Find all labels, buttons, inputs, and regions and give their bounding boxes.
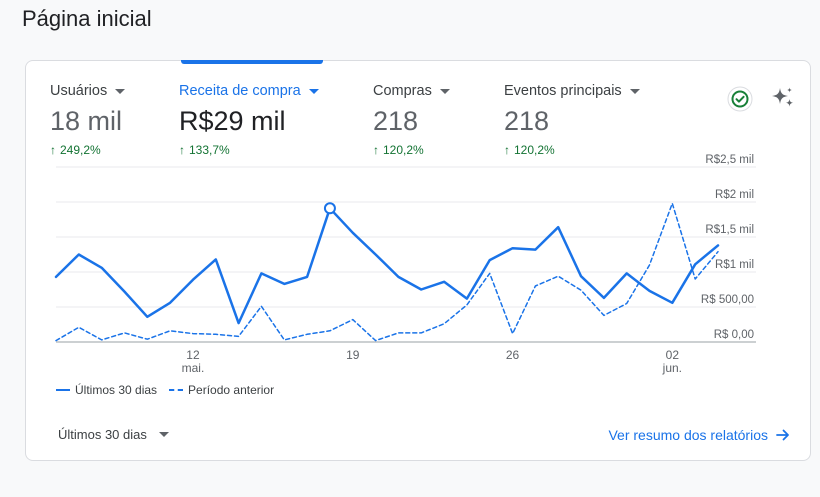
metric-label-text: Eventos principais — [504, 83, 622, 99]
x-tick-label: 12 — [186, 348, 200, 362]
metric-label-text: Receita de compra — [179, 83, 301, 99]
caret-down-icon — [115, 88, 126, 94]
metric-value: 18 mil — [50, 106, 123, 136]
y-tick-label: R$2 mil — [715, 189, 754, 201]
metric-tab-compras[interactable]: Compras 218 ↑ 120,2% — [373, 83, 450, 157]
metric-value: R$29 mil — [179, 106, 286, 136]
metric-tab-eventos[interactable]: Eventos principais 218 ↑ 120,2% — [504, 83, 640, 157]
legend-swatch-dashed — [169, 389, 184, 391]
page-title: Página inicial — [22, 6, 152, 31]
highlight-point — [323, 202, 336, 215]
y-tick-label: R$1,5 mil — [705, 224, 754, 236]
x-tick-label: 19 — [346, 348, 360, 362]
metric-change-text: 133,7% — [189, 143, 230, 157]
metric-label: Receita de compra — [179, 83, 319, 99]
period-dropdown[interactable]: Últimos 30 dias — [58, 427, 169, 442]
chart-legend: Últimos 30 dias Período anterior — [56, 383, 280, 397]
metric-change: ↑ 133,7% — [179, 143, 319, 157]
legend-item-current: Últimos 30 dias — [56, 383, 157, 397]
summary-card: Usuários 18 mil ↑ 249,2% Receita de comp… — [25, 60, 811, 461]
caret-down-icon — [158, 432, 169, 437]
metric-change-text: 120,2% — [383, 143, 424, 157]
x-tick-label: 26 — [506, 348, 520, 362]
period-dropdown-label: Últimos 30 dias — [58, 427, 147, 442]
metric-label: Eventos principais — [504, 83, 640, 99]
legend-label: Últimos 30 dias — [75, 383, 158, 397]
arrow-right-icon — [776, 429, 789, 441]
arrow-up-icon: ↑ — [373, 143, 379, 157]
metric-change-text: 120,2% — [514, 143, 555, 157]
y-tick-label: R$ 500,00 — [701, 294, 754, 306]
legend-item-previous: Período anterior — [169, 383, 274, 397]
metric-label: Compras — [373, 83, 450, 99]
metric-value: 218 — [504, 106, 550, 136]
y-tick-label: R$2,5 mil — [705, 154, 754, 166]
metric-change: ↑ 120,2% — [373, 143, 450, 157]
x-tick-label: 02 — [666, 348, 680, 362]
revenue-line-chart: R$ 0,00 R$ 500,00 R$1 mil R$1,5 mil R$2 mil R… — [54, 154, 756, 375]
x-tick-month-label: jun. — [662, 361, 682, 375]
check-circle-icon[interactable] — [727, 86, 753, 112]
sparkle-icon[interactable] — [770, 85, 796, 111]
series-line-previous-period — [55, 202, 719, 342]
x-tick-month-label: mai. — [182, 361, 205, 375]
metric-label-text: Usuários — [50, 83, 108, 99]
metric-label: Usuários — [50, 83, 126, 99]
caret-down-icon — [439, 88, 450, 94]
view-reports-link[interactable]: Ver resumo dos relatórios — [608, 427, 790, 443]
metric-change: ↑ 120,2% — [504, 143, 640, 157]
y-tick-label: R$1 mil — [715, 259, 754, 271]
series-line-last-30-days — [54, 207, 720, 325]
metric-tab-receita[interactable]: Receita de compra R$29 mil ↑ 133,7% — [179, 83, 319, 157]
metric-change-text: 249,2% — [60, 143, 101, 157]
arrow-up-icon: ↑ — [179, 143, 185, 157]
legend-label: Período anterior — [188, 383, 275, 397]
arrow-up-icon: ↑ — [50, 143, 56, 157]
active-tab-indicator — [181, 60, 323, 64]
caret-down-icon — [629, 88, 640, 94]
metric-label-text: Compras — [373, 83, 432, 99]
arrow-up-icon: ↑ — [504, 143, 510, 157]
legend-swatch-solid — [56, 389, 70, 391]
view-reports-link-label: Ver resumo dos relatórios — [608, 427, 768, 443]
y-tick-label: R$ 0,00 — [714, 329, 754, 341]
metric-change: ↑ 249,2% — [50, 143, 125, 157]
caret-down-icon — [308, 88, 319, 94]
metric-tab-usuarios[interactable]: Usuários 18 mil ↑ 249,2% — [50, 83, 126, 157]
metric-value: 218 — [373, 106, 419, 136]
